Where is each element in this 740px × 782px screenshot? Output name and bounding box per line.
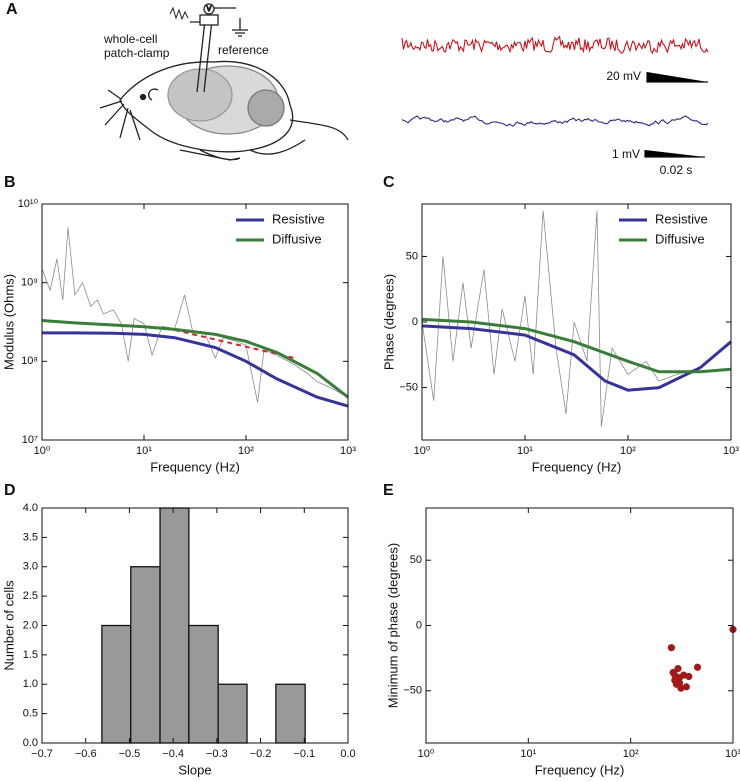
x-tick-label: 10² — [620, 445, 636, 457]
y-tick-label: 0 — [416, 619, 422, 631]
x-axis-label: Frequency (Hz) — [532, 459, 622, 474]
meter-label: V — [207, 6, 212, 13]
point — [667, 644, 675, 652]
bar — [275, 683, 306, 744]
x-tick-label: −0.6 — [75, 748, 97, 760]
point — [685, 672, 693, 681]
series-line — [42, 331, 349, 408]
scale-label: 20 mV — [606, 69, 641, 83]
scale-label: 1 mV — [612, 147, 640, 161]
legend-label: Resistive — [272, 211, 325, 226]
x-tick-label: 10⁰ — [414, 445, 431, 457]
point — [675, 679, 684, 687]
x-tick-label: 10⁰ — [34, 445, 51, 457]
x-tick-label: 0.0 — [340, 748, 355, 760]
data-line — [41, 227, 349, 403]
panel-label: A — [6, 1, 18, 18]
x-tick-label: 10³ — [725, 748, 740, 760]
scale-bars — [644, 72, 708, 158]
point — [671, 671, 679, 679]
y-tick-label: 0.5 — [23, 708, 38, 720]
y-axis-label: Number of cells — [1, 580, 16, 671]
y-tick-label: 4.0 — [23, 502, 38, 514]
trace — [401, 35, 709, 55]
x-tick-label: 10¹ — [136, 445, 152, 457]
panel-label: E — [383, 482, 394, 499]
y-tick-label: 0.0 — [23, 737, 38, 749]
trace — [401, 115, 709, 127]
point — [682, 683, 690, 691]
mouse-drawing: V — [99, 3, 349, 161]
bar — [101, 624, 132, 744]
y-tick-label: −50 — [399, 381, 418, 393]
x-tick-label: 10³ — [723, 445, 739, 457]
x-tick-label: −0.5 — [119, 748, 141, 760]
x-tick-label: 10² — [623, 748, 639, 760]
x-tick-label: −0.7 — [31, 748, 53, 760]
plot-frame — [41, 203, 349, 441]
y-tick-label: 2.5 — [23, 590, 38, 602]
legend-label: Resistive — [655, 211, 708, 226]
x-axis-label: Frequency (Hz) — [150, 459, 240, 474]
diagram-label: patch-clamp — [104, 46, 170, 60]
panel-label: D — [4, 482, 16, 499]
x-axis-label: Slope — [178, 762, 211, 777]
x-tick-label: −0.4 — [162, 748, 184, 760]
scale-label: 0.02 s — [660, 163, 693, 177]
y-tick-label: 3.5 — [23, 531, 38, 543]
y-tick-label: −50 — [403, 685, 422, 697]
panel-label: C — [383, 174, 395, 191]
y-tick-label: 3.0 — [23, 561, 38, 573]
plot-frame — [425, 507, 734, 744]
x-tick-label: 10² — [238, 445, 254, 457]
y-tick-label: 50 — [406, 250, 418, 262]
y-tick-label: 1.0 — [23, 678, 38, 690]
bar — [159, 507, 190, 744]
x-tick-label: −0.1 — [293, 748, 315, 760]
diagram-label: whole-cell — [103, 32, 157, 46]
legend-label: Diffusive — [272, 231, 322, 246]
y-tick-label: 10¹⁰ — [18, 198, 39, 210]
series-line — [421, 317, 732, 374]
bar — [130, 566, 161, 744]
y-tick-label: 2.0 — [23, 619, 38, 631]
y-axis-label: Phase (degrees) — [381, 274, 396, 370]
point — [674, 664, 682, 673]
y-axis-label: Modulus (Ohms) — [1, 274, 16, 370]
diagram-label: reference — [218, 43, 269, 57]
x-tick-label: 10¹ — [517, 445, 533, 457]
voltage-traces — [401, 35, 709, 127]
series-line — [41, 319, 349, 399]
y-tick-label: 10⁸ — [21, 355, 38, 367]
y-tick-label: 0 — [412, 316, 418, 328]
y-tick-label: 10⁹ — [21, 277, 38, 289]
x-tick-label: 10¹ — [520, 748, 536, 760]
y-tick-label: 1.5 — [23, 649, 38, 661]
x-tick-label: −0.2 — [250, 748, 272, 760]
legend-label: Diffusive — [655, 231, 705, 246]
bar — [188, 624, 219, 744]
y-axis-label: Minimum of phase (degrees) — [385, 543, 400, 708]
y-tick-label: 50 — [410, 554, 422, 566]
y-tick-label: 10⁷ — [22, 434, 38, 446]
x-axis-label: Frequency (Hz) — [535, 762, 625, 777]
point — [693, 663, 702, 671]
x-tick-label: −0.3 — [206, 748, 228, 760]
data-line — [174, 329, 295, 360]
series-line — [421, 324, 732, 392]
x-tick-label: 10³ — [340, 445, 356, 457]
bar — [217, 683, 248, 744]
x-tick-label: 10⁰ — [418, 748, 435, 760]
panel-label: B — [4, 174, 16, 191]
